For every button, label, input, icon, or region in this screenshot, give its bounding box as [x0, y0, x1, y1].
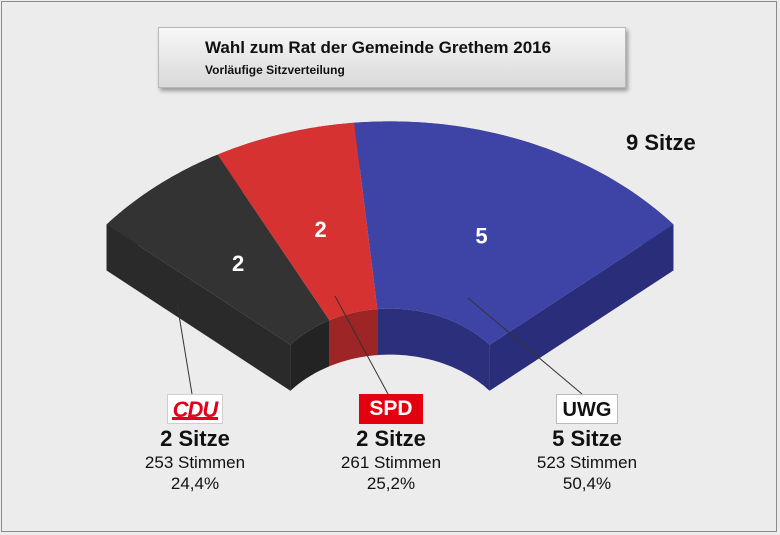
seat-label-cdu: 2 — [232, 251, 244, 276]
party-uwg: UWG 5 Sitze 523 Stimmen 50,4% — [487, 394, 687, 494]
leader-line-uwg — [467, 297, 583, 395]
segment-uwg — [354, 121, 674, 345]
left-end-cap — [106, 224, 291, 391]
cdu-votes: 253 Stimmen — [144, 453, 246, 472]
segment-spd — [217, 122, 378, 321]
segment-inner-face-uwg — [377, 308, 490, 391]
segment-inner-face-cdu — [290, 320, 330, 391]
leader-line-cdu — [176, 302, 193, 395]
spd-percent: 25,2% — [366, 474, 416, 493]
segment-cdu — [106, 154, 330, 345]
chart-subtitle: Vorläufige Sitzverteilung — [205, 63, 345, 77]
uwg-percent: 50,4% — [562, 474, 612, 493]
chart-title: Wahl zum Rat der Gemeinde Grethem 2016 — [205, 38, 552, 57]
spd-logo: SPD — [359, 394, 423, 424]
cdu-percent: 24,4% — [170, 474, 220, 493]
cdu-logo: CDU — [166, 394, 224, 424]
party-cdu: CDU 2 Sitze 253 Stimmen 24,4% — [95, 394, 295, 494]
leader-line-spd — [334, 295, 389, 395]
total-seats-label: 9 Sitze — [626, 130, 696, 155]
party-spd: SPD 2 Sitze 261 Stimmen 25,2% — [291, 394, 491, 494]
uwg-seats: 5 Sitze — [552, 426, 622, 451]
seat-label-uwg: 5 — [475, 223, 487, 248]
seat-label-spd: 2 — [314, 217, 326, 242]
chart-seat-labels: 2 2 5 — [232, 217, 488, 276]
uwg-votes: 523 Stimmen — [536, 453, 638, 472]
title-box: Wahl zum Rat der Gemeinde Grethem 2016 V… — [158, 27, 626, 88]
chart-leader-lines — [176, 295, 583, 395]
segment-inner-face-spd — [329, 309, 378, 367]
spd-votes: 261 Stimmen — [340, 453, 442, 472]
cdu-seats: 2 Sitze — [160, 426, 230, 451]
uwg-logo: UWG — [555, 394, 619, 424]
spd-seats: 2 Sitze — [356, 426, 426, 451]
chart-segments — [106, 121, 674, 345]
right-end-cap — [489, 224, 674, 391]
